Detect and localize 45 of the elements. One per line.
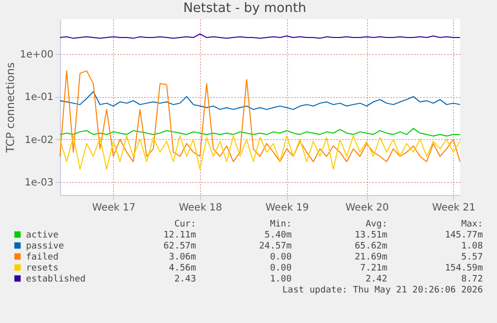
line-series: [60, 128, 460, 136]
x-tick-label: Week 19: [266, 202, 309, 214]
line-series: [60, 70, 460, 162]
text: 24.57m: [259, 242, 292, 252]
text: 0.00: [270, 252, 292, 262]
y-tick-label: 1e-02: [24, 134, 54, 146]
text: 3.06m: [168, 252, 196, 262]
y-tick-label: 1e+00: [20, 49, 54, 60]
text: Last update: Thu May 21 20:26:06 2026: [282, 286, 483, 296]
text: 65.62m: [354, 242, 388, 252]
chart-title: Netstat - by month: [183, 1, 306, 16]
legend-label: established: [26, 274, 86, 284]
x-tick-label: Week 17: [92, 202, 136, 214]
text: 5.57: [461, 252, 483, 262]
y-tick-label: 1e-03: [24, 178, 54, 189]
text: 0.00: [270, 264, 292, 274]
line-series: [60, 91, 460, 110]
text: 154.59m: [444, 264, 483, 274]
text: 62.57m: [163, 242, 196, 252]
x-tick-label: Week 21: [432, 202, 476, 214]
legend-label: passive: [26, 242, 64, 252]
x-tick-label: Week 18: [178, 202, 222, 214]
text: 8.72: [461, 274, 483, 284]
text: 21.69m: [354, 252, 388, 262]
legend-label: failed: [26, 252, 59, 262]
legend-label: active: [26, 230, 59, 240]
text: 1.08: [461, 242, 483, 252]
text: 1.00: [270, 274, 292, 284]
text: 4.56m: [168, 264, 196, 274]
line-series: [60, 135, 460, 170]
text: Min:: [270, 220, 292, 230]
text: 7.21m: [360, 264, 388, 274]
text: 145.77m: [444, 230, 483, 240]
text: 2.42: [366, 274, 388, 284]
y-tick-label: 1e-01: [24, 92, 54, 104]
text: 13.51m: [354, 230, 388, 240]
text: 5.40m: [264, 230, 292, 240]
text: Cur:: [174, 220, 196, 230]
text: 2.43: [174, 274, 196, 284]
text: Max:: [461, 220, 483, 230]
legend-label: resets: [26, 264, 59, 274]
y-axis-title: TCP connections: [4, 62, 17, 154]
text: Avg:: [366, 220, 388, 230]
text: 12.11m: [163, 230, 196, 240]
x-tick-label: Week 20: [346, 202, 389, 214]
